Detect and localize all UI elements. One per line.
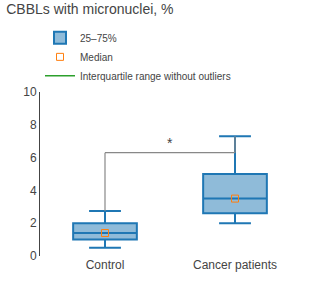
svg-text:Interquartile range without ou: Interquartile range without outliers <box>80 71 231 82</box>
svg-text:*: * <box>167 135 173 151</box>
svg-text:Cancer patients: Cancer patients <box>193 258 277 272</box>
svg-text:25–75%: 25–75% <box>80 33 117 44</box>
svg-text:Control: Control <box>86 258 125 272</box>
svg-text:2: 2 <box>30 216 37 230</box>
svg-text:0: 0 <box>30 249 37 263</box>
svg-text:Median: Median <box>80 52 113 63</box>
svg-text:6: 6 <box>30 151 37 165</box>
svg-text:4: 4 <box>30 184 37 198</box>
svg-text:10: 10 <box>23 85 37 99</box>
svg-text:8: 8 <box>30 118 37 132</box>
svg-text:CBBLs with micronuclei, %: CBBLs with micronuclei, % <box>6 1 173 17</box>
